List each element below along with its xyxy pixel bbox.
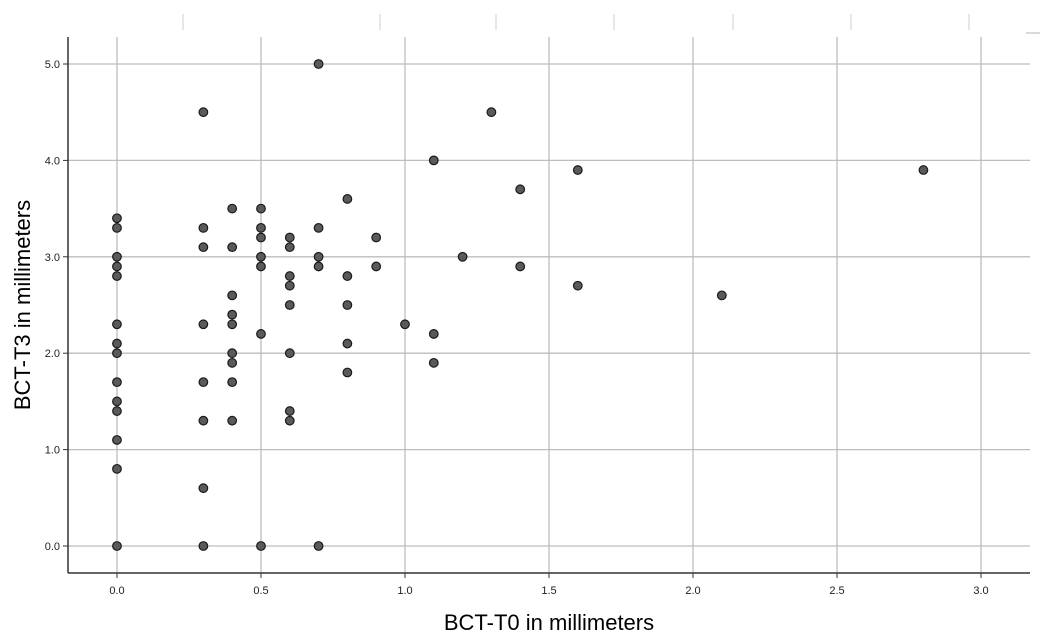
data-point [112,348,122,359]
data-point [198,319,209,330]
data-point [342,194,353,204]
data-point [256,232,266,243]
x-axis-title: BCT-T0 in millimeters [444,610,654,635]
data-point [256,329,266,339]
y-axis-title: BCT-T3 in millimeters [10,200,35,410]
data-point [256,251,266,262]
data-point [284,415,295,426]
data-point [227,203,238,214]
data-point [112,541,122,551]
data-point [716,290,727,301]
data-point [486,107,497,118]
data-point [198,415,209,426]
x-tick-label: 0.5 [253,585,268,597]
data-point [112,319,122,330]
x-tick-label: 2.0 [685,585,700,597]
data-point [112,338,122,349]
data-point [227,348,238,359]
data-point [112,463,122,474]
data-point [428,357,439,368]
y-tick-label: 0.0 [45,541,60,553]
data-point [112,213,122,224]
data-point [198,107,209,118]
data-point [112,406,122,416]
data-point [313,541,324,551]
data-point [256,222,266,233]
data-point [342,271,353,281]
data-point [457,251,468,262]
data-point [284,232,295,243]
data-point [284,300,295,310]
data-point [284,406,295,416]
y-axis-ticks: 0.0 1.0 2.0 3.0 4.0 5.0 [45,59,68,553]
data-point [112,396,122,407]
data-point [371,261,382,272]
data-point [227,319,238,330]
grid-lines [68,37,1030,573]
x-tick-label: 2.5 [829,585,844,597]
y-tick-label: 4.0 [45,155,60,167]
y-tick-label: 3.0 [45,252,60,264]
data-point [256,541,266,551]
data-point [112,222,122,233]
data-point [572,165,583,175]
data-point [112,377,122,388]
data-point [198,222,209,233]
data-point [284,280,295,291]
data-point [313,59,324,69]
y-tick-label: 1.0 [45,445,60,457]
data-point [371,232,382,243]
x-tick-label: 1.5 [541,585,556,597]
data-point [112,271,122,281]
data-point [227,242,238,253]
x-tick-label: 1.0 [397,585,412,597]
data-point [428,155,439,166]
data-point [227,309,238,320]
data-point [284,242,295,253]
data-point [284,271,295,281]
data-point [112,435,122,445]
data-point [342,338,353,349]
data-point [428,329,439,339]
data-point [227,290,238,301]
data-point [198,541,209,551]
y-tick-label: 2.0 [45,348,60,360]
data-point [400,319,410,330]
data-point [256,261,266,272]
data-point [112,251,122,262]
data-point [313,251,324,262]
data-point [227,415,238,426]
data-point [227,357,238,368]
data-point [342,367,353,378]
data-point [515,261,526,272]
x-tick-label: 0.0 [109,585,124,597]
data-point [198,483,209,494]
data-point [256,203,266,214]
data-points [112,59,929,551]
data-point [284,348,295,359]
top-edge-ticks [182,14,1040,34]
data-point [198,377,209,388]
data-point [112,261,122,272]
data-point [515,184,526,195]
data-point [313,222,324,233]
data-point [198,242,209,253]
data-point [313,261,324,272]
data-point [227,377,238,388]
data-point [918,165,929,175]
y-tick-label: 5.0 [45,59,60,71]
data-point [342,300,353,310]
data-point [572,280,583,291]
x-tick-label: 3.0 [973,585,988,597]
x-axis-ticks: 0.0 0.5 1.0 1.5 2.0 2.5 3.0 [109,573,989,597]
